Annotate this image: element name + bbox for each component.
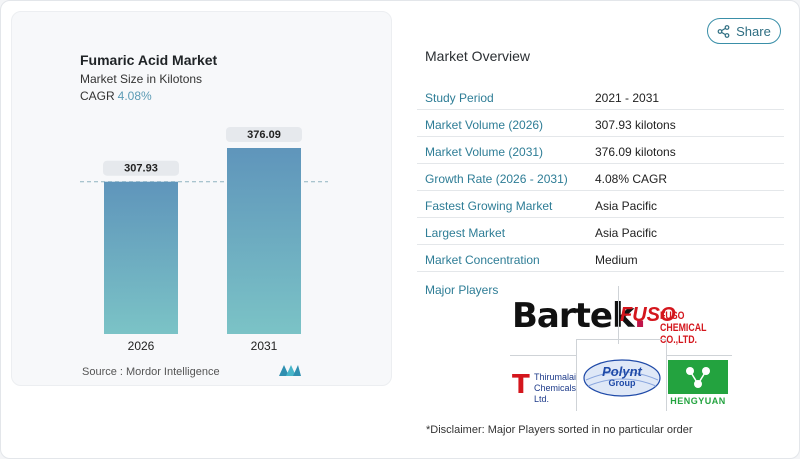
chart-subtitle: Market Size in Kilotons bbox=[80, 72, 203, 86]
hengyuan-mark-icon bbox=[668, 360, 728, 394]
overview-row-key: Growth Rate (2026 - 2031) bbox=[425, 172, 568, 186]
polynt-globe-icon bbox=[583, 359, 661, 397]
overview-row: Growth Rate (2026 - 2031) 4.08% CAGR bbox=[417, 164, 784, 191]
fuso-logo-subtext: FUSO CHEMICAL CO.,LTD. bbox=[660, 310, 707, 346]
overview-row: Fastest Growing Market Asia Pacific bbox=[417, 191, 784, 218]
value-label: 307.93 bbox=[124, 163, 158, 175]
overview-row-value: 376.09 kilotons bbox=[595, 145, 676, 159]
overview-row-key: Market Volume (2031) bbox=[425, 145, 544, 159]
thirumalai-logo[interactable]: T Thirumalai Chemicals Ltd. bbox=[512, 368, 576, 404]
value-label: 376.09 bbox=[247, 129, 281, 141]
overview-row-value: 2021 - 2031 bbox=[595, 91, 660, 105]
polynt-logo-subtext: Group bbox=[608, 378, 636, 388]
hengyuan-logo-text: HENGYUAN bbox=[670, 396, 726, 406]
major-players-logos: Bartek. FUSO FUSO CHEMICAL CO.,LTD. T Th… bbox=[510, 284, 742, 411]
x-tick-label: 2031 bbox=[251, 339, 278, 353]
overview-row-value: 307.93 kilotons bbox=[595, 118, 676, 132]
bar-2031 bbox=[227, 148, 301, 334]
polynt-logo-text: Polynt bbox=[602, 364, 642, 379]
overview-row-value: Medium bbox=[595, 253, 638, 267]
thirumalai-logo-text: Thirumalai Chemicals Ltd. bbox=[534, 372, 577, 404]
disclaimer: *Disclaimer: Major Players sorted in no … bbox=[426, 424, 693, 436]
overview-row-key: Largest Market bbox=[425, 226, 506, 240]
mordor-logo-icon bbox=[279, 365, 301, 376]
overview-title: Market Overview bbox=[425, 48, 531, 64]
overview-row-key: Fastest Growing Market bbox=[425, 199, 553, 213]
fuso-logo-text[interactable]: FUSO bbox=[620, 304, 676, 326]
polynt-logo[interactable]: Polynt Group bbox=[582, 356, 662, 398]
share-label: Share bbox=[736, 23, 771, 39]
bar-2026 bbox=[104, 181, 178, 334]
overview-row: Largest Market Asia Pacific bbox=[417, 218, 784, 245]
chart-title: Fumaric Acid Market bbox=[80, 52, 218, 68]
bar-chart: 307.93 2026 376.09 2031 bbox=[80, 127, 328, 353]
x-tick-label: 2026 bbox=[128, 339, 155, 353]
overview-table: Study Period 2021 - 2031 Market Volume (20… bbox=[417, 83, 784, 272]
overview-row: Market Volume (2026) 307.93 kilotons bbox=[417, 110, 784, 137]
cagr-value: 4.08% bbox=[117, 89, 152, 103]
overview-row-key: Market Volume (2026) bbox=[425, 118, 544, 132]
bartek-logo-text: Bartek bbox=[512, 296, 635, 336]
overview-row-key: Study Period bbox=[425, 91, 494, 105]
overview-row-key: Market Concentration bbox=[425, 253, 540, 267]
overview-row-value: Asia Pacific bbox=[595, 199, 658, 213]
bartek-logo[interactable]: Bartek. bbox=[512, 296, 646, 336]
cagr-label: CAGR bbox=[80, 89, 115, 103]
major-players-label: Major Players bbox=[425, 283, 499, 297]
value-label-bg bbox=[226, 127, 302, 142]
chart-card bbox=[11, 11, 392, 386]
overview-row-value: Asia Pacific bbox=[595, 226, 658, 240]
overview-row: Study Period 2021 - 2031 bbox=[417, 83, 784, 110]
overview-row-value: 4.08% CAGR bbox=[595, 172, 668, 186]
hengyuan-logo[interactable]: HENGYUAN bbox=[668, 360, 728, 408]
value-label-bg bbox=[103, 160, 179, 176]
thirumalai-mark: T bbox=[512, 370, 530, 400]
overview-row: Market Concentration Medium bbox=[417, 245, 784, 272]
share-icon bbox=[717, 24, 730, 38]
share-button[interactable]: Share bbox=[707, 18, 781, 44]
cagr: CAGR 4.08% bbox=[80, 89, 152, 103]
overview-row: Market Volume (2031) 376.09 kilotons bbox=[417, 137, 784, 164]
chart-source: Source : Mordor Intelligence bbox=[82, 366, 220, 378]
